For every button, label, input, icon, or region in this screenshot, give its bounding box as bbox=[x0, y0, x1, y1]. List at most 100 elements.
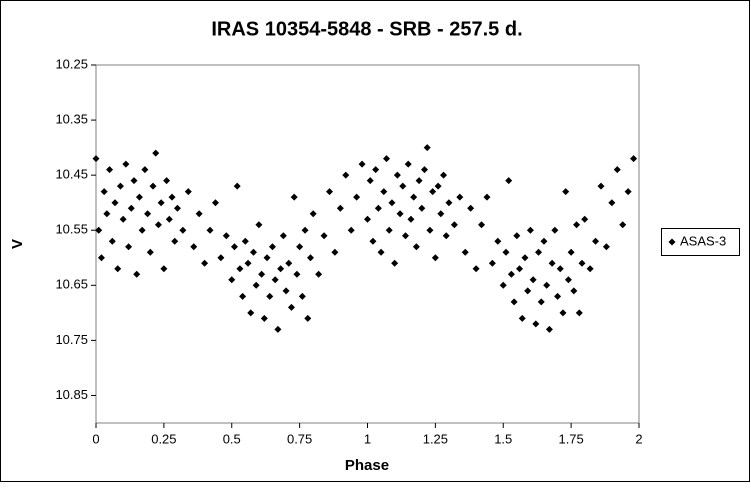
data-point bbox=[228, 276, 236, 284]
x-tick-label: 0.25 bbox=[151, 431, 176, 446]
data-point bbox=[244, 259, 252, 267]
data-point bbox=[331, 248, 339, 256]
data-point bbox=[122, 160, 130, 168]
data-point bbox=[263, 254, 271, 262]
data-point bbox=[290, 193, 298, 201]
data-point bbox=[364, 215, 371, 223]
x-tick-label: 1 bbox=[364, 431, 371, 446]
data-point bbox=[437, 210, 445, 218]
y-tick-label: 10.85 bbox=[55, 387, 88, 402]
data-point bbox=[306, 254, 314, 262]
data-point bbox=[320, 232, 328, 240]
data-point bbox=[407, 215, 415, 223]
data-point bbox=[111, 199, 119, 207]
data-point bbox=[478, 221, 486, 229]
data-point bbox=[279, 232, 287, 240]
data-point bbox=[282, 287, 290, 295]
data-point bbox=[445, 199, 453, 207]
data-point bbox=[513, 232, 521, 240]
data-point bbox=[287, 303, 295, 311]
data-point bbox=[440, 171, 448, 179]
data-point bbox=[141, 166, 149, 174]
data-point bbox=[255, 221, 263, 229]
data-point bbox=[412, 243, 420, 251]
data-point bbox=[252, 281, 260, 289]
data-point bbox=[505, 177, 513, 185]
data-point bbox=[236, 265, 244, 273]
data-point bbox=[195, 210, 203, 218]
data-point bbox=[380, 188, 388, 196]
data-point bbox=[301, 226, 309, 234]
data-point bbox=[524, 287, 532, 295]
data-point bbox=[597, 182, 605, 190]
data-point bbox=[309, 210, 317, 218]
data-point bbox=[578, 259, 586, 267]
data-point bbox=[567, 248, 575, 256]
data-point bbox=[184, 188, 192, 196]
data-point bbox=[95, 226, 103, 234]
data-point bbox=[537, 298, 545, 306]
data-point bbox=[277, 265, 285, 273]
data-point bbox=[108, 237, 116, 245]
y-tick-label: 10.75 bbox=[55, 332, 88, 347]
data-point bbox=[483, 193, 491, 201]
data-point bbox=[190, 243, 198, 251]
y-tick-label: 10.65 bbox=[55, 277, 88, 292]
data-point bbox=[383, 155, 391, 163]
data-point bbox=[206, 226, 214, 234]
data-point bbox=[415, 177, 423, 185]
data-point bbox=[502, 248, 510, 256]
data-point bbox=[613, 166, 621, 174]
data-point bbox=[399, 182, 407, 190]
data-point bbox=[499, 281, 507, 289]
data-point bbox=[154, 221, 162, 229]
data-point bbox=[535, 248, 543, 256]
data-point bbox=[165, 215, 173, 223]
data-point bbox=[402, 232, 410, 240]
data-point bbox=[494, 237, 502, 245]
data-point bbox=[586, 265, 594, 273]
data-point bbox=[426, 226, 434, 234]
y-tick-label: 10.35 bbox=[55, 112, 88, 127]
data-point bbox=[507, 270, 515, 278]
data-point bbox=[163, 177, 171, 185]
data-point bbox=[133, 270, 141, 278]
data-point bbox=[404, 160, 412, 168]
data-point bbox=[160, 265, 168, 273]
data-point bbox=[602, 243, 610, 251]
data-point bbox=[575, 309, 583, 317]
data-point bbox=[366, 177, 374, 185]
data-point bbox=[372, 166, 380, 174]
data-point bbox=[271, 276, 279, 284]
data-point bbox=[559, 309, 567, 317]
data-point bbox=[298, 292, 306, 300]
data-point bbox=[472, 265, 480, 273]
data-point bbox=[431, 254, 439, 262]
data-point bbox=[233, 182, 241, 190]
data-point bbox=[336, 204, 344, 212]
data-point bbox=[556, 265, 564, 273]
data-point bbox=[239, 292, 247, 300]
data-point bbox=[249, 248, 257, 256]
data-point bbox=[353, 193, 361, 201]
data-point bbox=[125, 243, 133, 251]
data-point bbox=[130, 177, 138, 185]
legend-marker bbox=[668, 238, 676, 246]
data-point bbox=[258, 270, 266, 278]
x-tick-label: 0.5 bbox=[223, 431, 241, 446]
x-tick-label: 1.25 bbox=[423, 431, 448, 446]
data-point bbox=[179, 226, 187, 234]
data-point bbox=[171, 237, 179, 245]
data-point bbox=[562, 188, 570, 196]
data-point bbox=[570, 287, 578, 295]
data-point bbox=[429, 188, 437, 196]
y-axis-label: V bbox=[9, 239, 26, 249]
data-point bbox=[526, 226, 534, 234]
data-point bbox=[608, 199, 616, 207]
x-tick-label: 0.75 bbox=[287, 431, 312, 446]
data-point bbox=[116, 182, 124, 190]
data-point bbox=[152, 149, 160, 157]
data-point bbox=[217, 254, 225, 262]
data-point bbox=[421, 166, 429, 174]
data-point bbox=[391, 259, 399, 267]
